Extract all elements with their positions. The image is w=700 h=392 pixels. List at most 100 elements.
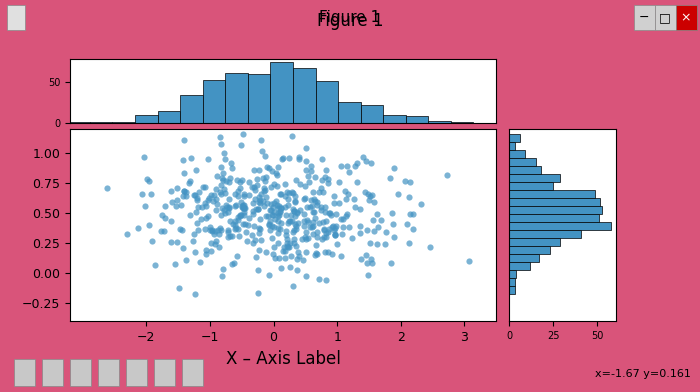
Point [302, 219, 314, 225]
Point [177, 157, 188, 163]
Point [290, 243, 302, 249]
Point [298, 258, 309, 264]
Point [393, 191, 404, 197]
Point [362, 227, 373, 233]
Point [199, 200, 211, 206]
Text: x=-1.67 y=0.161: x=-1.67 y=0.161 [595, 369, 691, 379]
Point [290, 193, 301, 199]
Point [251, 182, 262, 189]
Point [231, 177, 242, 183]
Point [275, 205, 286, 211]
Point [268, 223, 279, 230]
Point [279, 203, 290, 210]
Point [272, 212, 284, 219]
Point [360, 189, 371, 195]
Point [288, 190, 299, 196]
Point [312, 229, 323, 235]
Point [288, 208, 300, 214]
Point [195, 259, 206, 265]
Point [230, 202, 241, 208]
Point [230, 222, 241, 228]
Point [293, 249, 304, 255]
Point [192, 195, 203, 201]
Point [386, 210, 398, 216]
Point [300, 158, 312, 164]
Bar [634, 5, 654, 30]
Point [339, 187, 350, 194]
Point [274, 226, 286, 232]
Bar [158, 111, 180, 123]
Point [209, 241, 220, 247]
Point [369, 199, 380, 205]
Bar [510, 214, 598, 222]
Point [211, 200, 223, 207]
Point [375, 217, 386, 223]
Point [184, 178, 195, 185]
Point [312, 199, 323, 205]
Bar [126, 359, 147, 386]
Point [230, 226, 241, 232]
Point [288, 283, 299, 289]
Point [405, 179, 416, 185]
Bar [14, 359, 35, 386]
Point [308, 219, 319, 225]
Point [343, 169, 354, 175]
Point [273, 218, 284, 224]
Point [284, 240, 295, 246]
Point [209, 192, 220, 198]
Point [316, 156, 328, 162]
Point [220, 202, 232, 208]
Point [281, 227, 292, 234]
Point [197, 184, 209, 191]
Point [337, 231, 348, 238]
Point [334, 179, 345, 185]
Point [333, 200, 344, 206]
Point [291, 267, 302, 273]
Point [189, 291, 200, 298]
Point [220, 190, 231, 196]
Point [230, 218, 241, 224]
Point [298, 218, 309, 224]
Point [247, 208, 258, 214]
Point [399, 178, 410, 184]
Point [513, 159, 524, 165]
Point [241, 238, 253, 244]
Bar [338, 102, 360, 123]
Bar [7, 5, 24, 30]
Point [293, 156, 304, 163]
Point [309, 214, 321, 221]
Point [269, 181, 280, 187]
Point [274, 254, 285, 261]
Bar [510, 246, 550, 254]
Point [338, 223, 349, 230]
Point [351, 160, 363, 166]
Point [102, 185, 113, 192]
Bar [98, 359, 119, 386]
Point [351, 179, 362, 185]
Point [290, 176, 301, 183]
Point [223, 196, 235, 202]
Point [216, 163, 227, 170]
Point [362, 191, 373, 198]
Point [320, 209, 331, 216]
Point [354, 206, 365, 212]
Point [362, 272, 373, 278]
Point [329, 200, 340, 206]
Point [355, 230, 366, 236]
Point [300, 229, 312, 235]
Point [273, 212, 284, 218]
Point [195, 216, 206, 222]
Point [228, 260, 239, 266]
Point [403, 240, 414, 246]
Point [180, 189, 191, 195]
Point [223, 209, 234, 215]
Point [199, 184, 210, 190]
Point [266, 200, 277, 207]
Point [368, 228, 379, 234]
Point [237, 201, 248, 208]
Point [274, 191, 286, 197]
Point [316, 177, 328, 183]
Point [181, 257, 192, 263]
Point [204, 223, 215, 230]
Bar [383, 115, 406, 123]
